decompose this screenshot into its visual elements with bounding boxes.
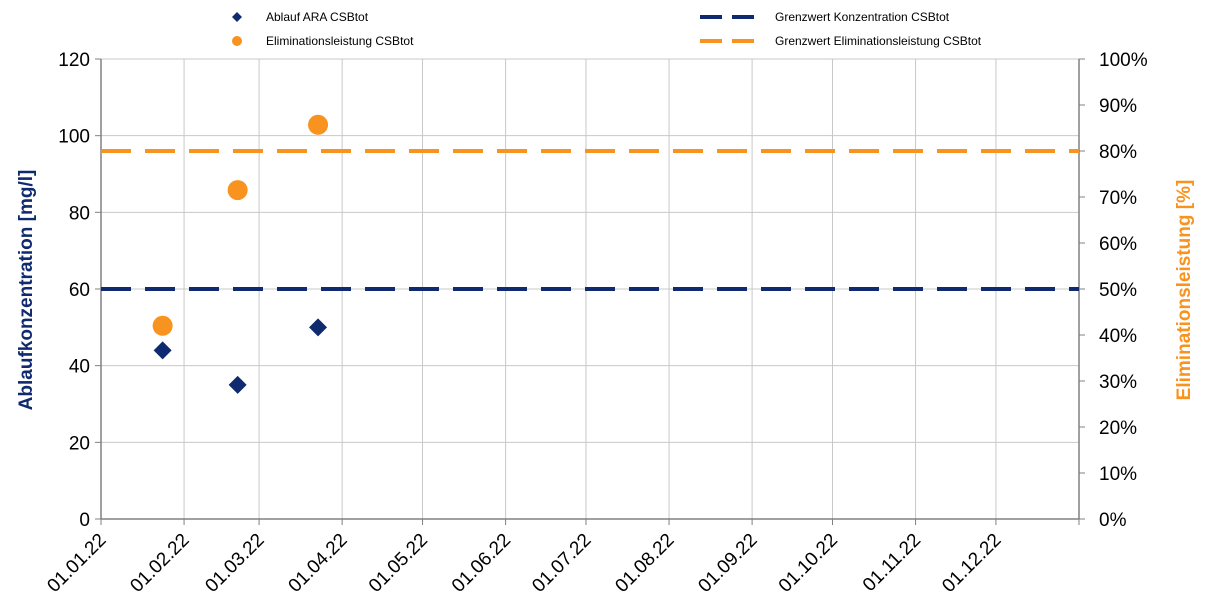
y-tick-label-left: 40 xyxy=(69,357,90,378)
x-tick-label: 01.12.22 xyxy=(938,530,1005,597)
y-tick-label-right: 40% xyxy=(1099,326,1137,347)
y-axis-title-left: Ablaufkonzentration [mg/l] xyxy=(16,170,37,411)
x-tick-label: 01.03.22 xyxy=(201,530,268,597)
y-axis-title-right: Eliminationsleistung [%] xyxy=(1174,180,1195,401)
x-tick-label: 01.09.22 xyxy=(694,530,761,597)
y-tick-label-right: 30% xyxy=(1099,372,1137,393)
y-tick-label-right: 0% xyxy=(1099,510,1127,531)
tick-labels: 0 20 40 60 80 100 120 0% 10% 20% 30% 40% 50% 60% 70% 80… xyxy=(43,50,1147,597)
x-tick-label: 01.08.22 xyxy=(611,530,678,597)
y-tick-label-right: 100% xyxy=(1099,50,1148,71)
axes xyxy=(95,58,1085,525)
legend-swatch xyxy=(232,12,242,22)
data-point-circle xyxy=(152,315,173,336)
x-tick-label: 01.11.22 xyxy=(859,530,925,596)
legend-swatch xyxy=(232,36,242,46)
x-tick-label: 01.01.22 xyxy=(43,530,110,597)
y-tick-label-left: 0 xyxy=(79,510,90,531)
legend-label: Grenzwert Eliminationsleistung CSBtot xyxy=(775,34,982,48)
x-tick-label: 01.06.22 xyxy=(448,530,515,597)
y-tick-label-left: 60 xyxy=(69,280,90,301)
x-tick-label: 01.07.22 xyxy=(528,530,595,597)
data-point-diamond xyxy=(309,318,328,337)
y-tick-label-right: 10% xyxy=(1099,464,1137,485)
y-tick-label-left: 80 xyxy=(69,203,90,224)
data-point-circle xyxy=(308,114,329,135)
legend-label: Eliminationsleistung CSBtot xyxy=(266,34,414,48)
x-tick-label: 01.04.22 xyxy=(285,530,352,597)
y-tick-label-left: 20 xyxy=(69,433,90,454)
data-point-diamond xyxy=(228,375,247,394)
y-tick-label-right: 70% xyxy=(1099,188,1137,209)
legend-label: Grenzwert Konzentration CSBtot xyxy=(775,10,950,24)
legend: Ablauf ARA CSBtot Eliminationsleistung CS… xyxy=(232,10,982,48)
y-tick-label-right: 90% xyxy=(1099,96,1137,117)
legend-label: Ablauf ARA CSBtot xyxy=(266,10,369,24)
y-tick-label-right: 80% xyxy=(1099,142,1137,163)
data-point-diamond xyxy=(153,341,172,360)
data-point-circle xyxy=(227,180,248,201)
y-tick-label-right: 60% xyxy=(1099,234,1137,255)
data-marks xyxy=(152,114,329,394)
y-tick-label-left: 120 xyxy=(58,50,90,71)
x-tick-label: 01.05.22 xyxy=(365,530,432,597)
reference-lines xyxy=(101,149,1079,291)
y-tick-label-right: 50% xyxy=(1099,280,1137,301)
y-tick-label-left: 100 xyxy=(58,127,90,148)
y-tick-label-right: 20% xyxy=(1099,418,1137,439)
x-tick-label: 01.10.22 xyxy=(775,530,842,597)
x-tick-label: 01.02.22 xyxy=(126,530,193,597)
gridlines xyxy=(101,58,1079,519)
